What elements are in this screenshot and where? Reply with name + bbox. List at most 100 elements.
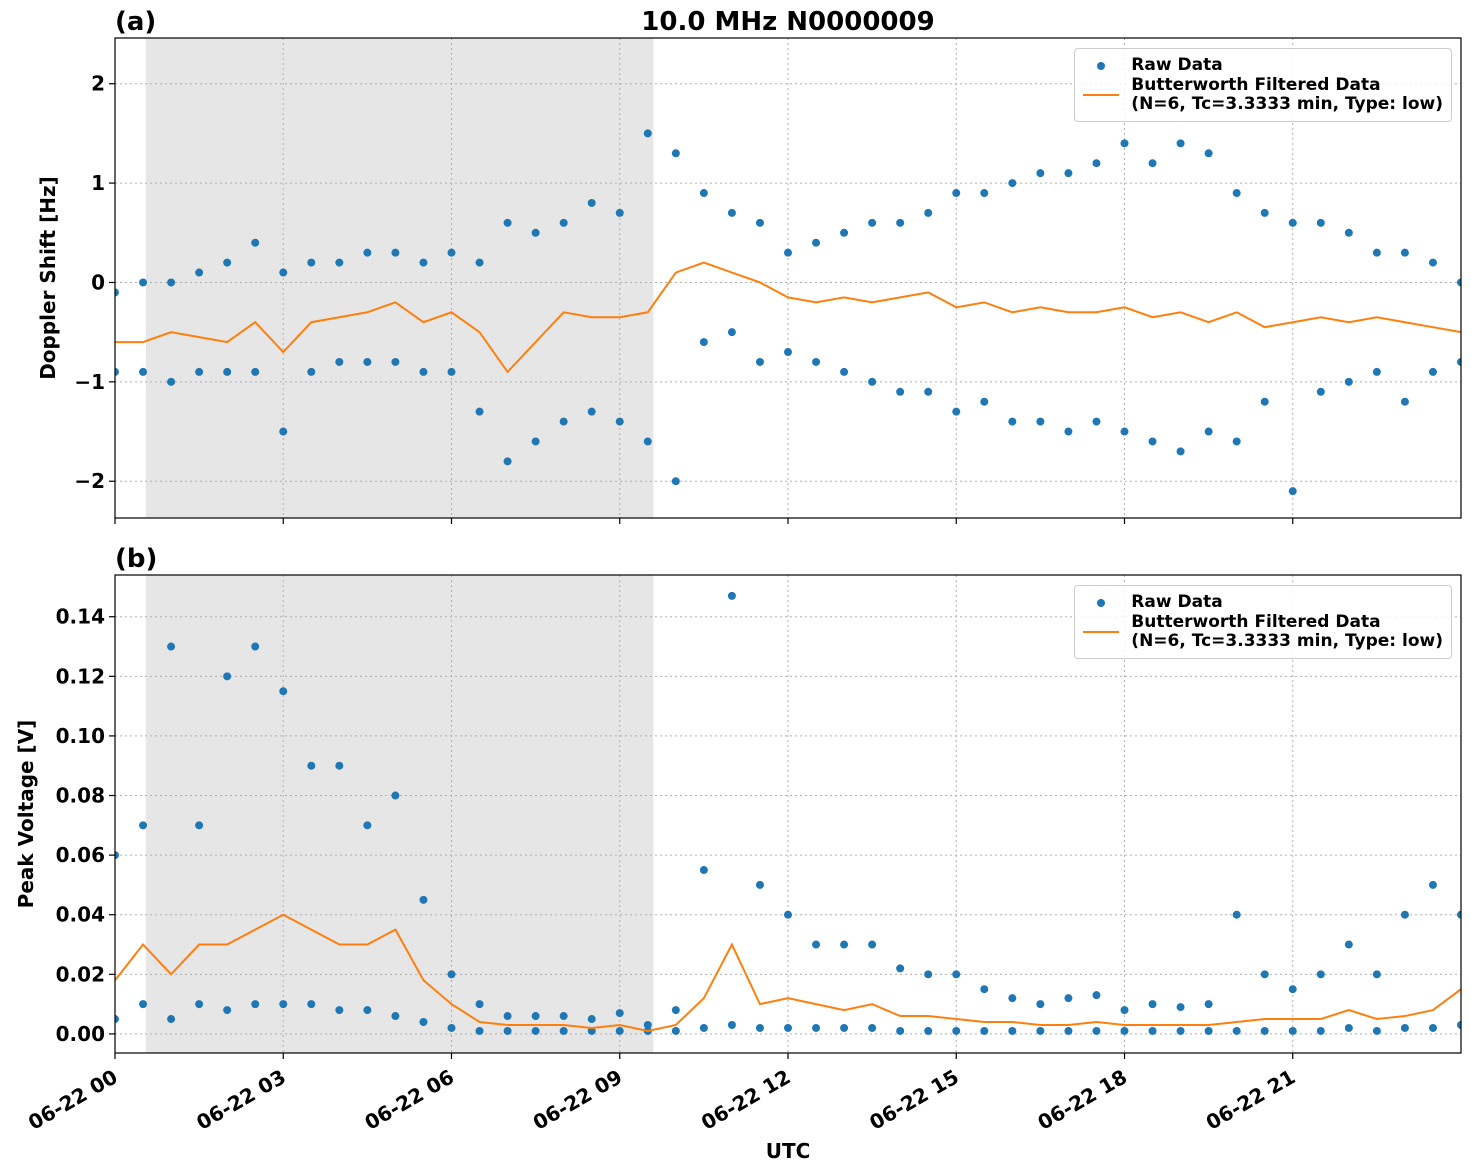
- raw-point: [1316, 1026, 1325, 1035]
- y-tick-label: 0.14: [56, 605, 105, 629]
- raw-point: [699, 189, 708, 198]
- raw-point: [812, 357, 821, 366]
- legend-icon: [1097, 61, 1106, 70]
- raw-point: [868, 218, 877, 227]
- raw-point: [1457, 357, 1461, 366]
- raw-point: [391, 791, 400, 800]
- raw-point: [1288, 218, 1297, 227]
- raw-point: [1036, 169, 1045, 178]
- raw-point: [784, 1023, 792, 1032]
- raw-point: [1232, 437, 1241, 446]
- raw-point: [251, 642, 260, 651]
- raw-point: [924, 1026, 933, 1035]
- plot-area: [115, 591, 1461, 1035]
- raw-point: [115, 288, 119, 297]
- raw-point: [1428, 880, 1437, 889]
- raw-point: [1148, 159, 1157, 168]
- raw-point: [1372, 970, 1381, 979]
- legend-entry: Butterworth Filtered Data (N=6, Tc=3.333…: [1081, 76, 1443, 114]
- raw-point: [1204, 1000, 1213, 1009]
- raw-point: [447, 367, 456, 376]
- raw-point: [115, 1015, 119, 1024]
- raw-point: [335, 258, 344, 267]
- legend-marker: [1097, 61, 1106, 70]
- raw-point: [727, 328, 736, 337]
- y-tick-label: 2: [91, 72, 105, 96]
- raw-point: [727, 591, 736, 600]
- x-axis-label: UTC: [766, 1139, 811, 1163]
- raw-point: [1400, 397, 1409, 406]
- legend-entry: Raw Data: [1081, 56, 1443, 75]
- raw-point: [952, 189, 961, 198]
- legend-entry: Butterworth Filtered Data (N=6, Tc=3.333…: [1081, 613, 1443, 651]
- raw-point: [363, 248, 372, 257]
- raw-point: [1092, 417, 1101, 426]
- raw-point: [755, 1023, 764, 1032]
- axes-frame: [114, 37, 1462, 519]
- raw-point: [812, 238, 821, 247]
- raw-point: [335, 761, 344, 770]
- raw-point: [1428, 367, 1437, 376]
- y-tick-label: −2: [74, 469, 105, 493]
- x-tick-label: 06-22 21: [1202, 1065, 1300, 1135]
- raw-point: [1400, 910, 1409, 919]
- raw-point: [419, 367, 428, 376]
- raw-point: [699, 866, 708, 875]
- raw-point: [784, 910, 792, 919]
- raw-point: [1176, 139, 1185, 148]
- raw-point: [559, 1026, 568, 1035]
- raw-point: [279, 687, 288, 696]
- raw-point: [139, 821, 148, 830]
- raw-point: [1344, 1023, 1353, 1032]
- raw-point: [1204, 149, 1213, 158]
- axes-frame: [114, 574, 1462, 1054]
- raw-point: [671, 477, 680, 486]
- raw-point: [587, 407, 596, 416]
- raw-point: [1092, 1026, 1101, 1035]
- raw-point: [868, 1023, 877, 1032]
- raw-point: [1176, 1026, 1185, 1035]
- raw-point: [1457, 278, 1461, 287]
- raw-point: [531, 1026, 540, 1035]
- raw-point: [1316, 218, 1325, 227]
- raw-point: [1120, 1026, 1129, 1035]
- raw-point: [503, 1026, 512, 1035]
- raw-point: [1260, 397, 1269, 406]
- legend-label: Raw Data: [1131, 55, 1223, 75]
- raw-point: [391, 1012, 400, 1021]
- raw-point: [1260, 1026, 1269, 1035]
- raw-point: [475, 1026, 484, 1035]
- legend-entry: Raw Data: [1081, 593, 1443, 612]
- raw-point: [167, 278, 176, 287]
- raw-point: [251, 238, 260, 247]
- raw-point: [223, 367, 232, 376]
- legend: Raw Data Butterworth Filtered Data (N=6, …: [1074, 585, 1452, 659]
- raw-point: [139, 1000, 148, 1009]
- raw-point: [447, 970, 456, 979]
- legend-label: Butterworth Filtered Data (N=6, Tc=3.333…: [1131, 612, 1443, 651]
- raw-point: [1148, 1000, 1157, 1009]
- raw-point: [1204, 1026, 1213, 1035]
- x-tick-label: 06-22 03: [192, 1065, 290, 1135]
- raw-point: [167, 1015, 176, 1024]
- raw-point: [531, 437, 540, 446]
- raw-point: [475, 258, 484, 267]
- raw-point: [952, 1026, 961, 1035]
- raw-point: [1428, 1023, 1437, 1032]
- raw-point: [1260, 208, 1269, 217]
- raw-point: [1232, 1026, 1241, 1035]
- raw-point: [279, 427, 288, 436]
- raw-point: [1064, 1026, 1073, 1035]
- raw-point: [1457, 910, 1461, 919]
- y-axis-label: Doppler Shift [Hz]: [36, 176, 60, 380]
- panel-label: (a): [115, 7, 156, 37]
- raw-point: [251, 1000, 260, 1009]
- raw-point: [671, 149, 680, 158]
- raw-point: [195, 821, 204, 830]
- raw-point: [1400, 248, 1409, 257]
- raw-point: [363, 1006, 372, 1015]
- raw-point: [167, 642, 176, 651]
- raw-point: [559, 1012, 568, 1021]
- raw-point: [812, 940, 821, 949]
- shaded-span: [145, 38, 654, 518]
